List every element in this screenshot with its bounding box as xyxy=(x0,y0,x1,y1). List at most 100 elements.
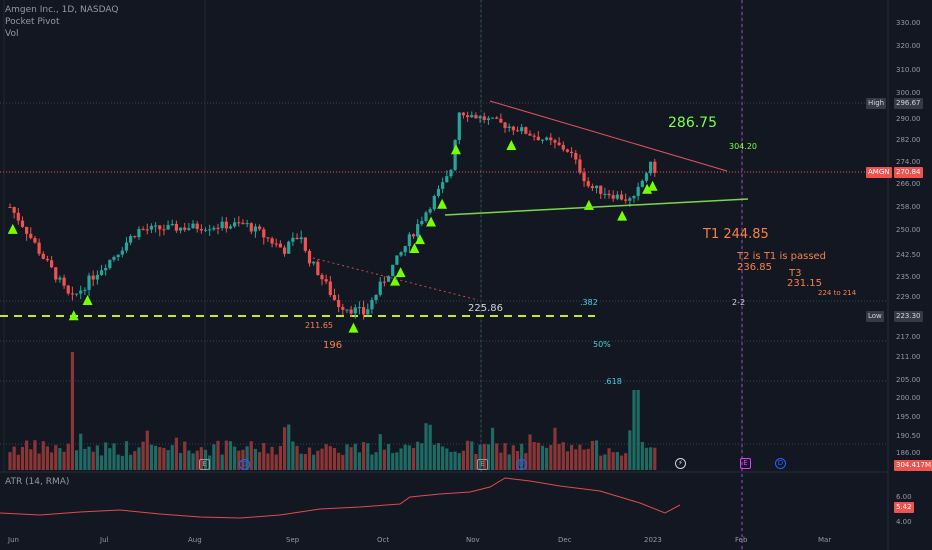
candle-body xyxy=(108,259,112,269)
candle-body xyxy=(353,307,357,314)
volume-bar xyxy=(212,444,216,470)
volume-bar xyxy=(353,443,357,470)
candle-body xyxy=(349,309,353,314)
candle-body xyxy=(12,207,16,213)
candle-body xyxy=(411,234,416,237)
atr-tick-6: 6.00 xyxy=(896,493,912,501)
volume-bar xyxy=(178,453,183,470)
price-candles xyxy=(8,111,657,320)
volume-bar xyxy=(565,451,570,470)
volume-bar xyxy=(599,455,603,470)
candle-body xyxy=(545,137,549,140)
volume-bar xyxy=(557,443,561,470)
volume-bar xyxy=(249,441,253,470)
volume-bar xyxy=(149,444,154,470)
volume-bar xyxy=(228,441,233,470)
candle-body xyxy=(316,261,320,276)
volume-bar xyxy=(466,440,470,470)
volume-bar xyxy=(303,454,307,470)
split-marker[interactable]: ⚡ xyxy=(675,458,686,469)
dividend-marker[interactable]: D xyxy=(775,458,786,469)
earnings-marker[interactable]: E xyxy=(740,458,751,469)
candle-body xyxy=(237,222,241,224)
candle-body xyxy=(245,223,249,225)
volume-bar xyxy=(403,444,407,470)
volume-bar xyxy=(174,437,178,470)
candle-body xyxy=(249,223,253,232)
volume-value-tag: 304.417M xyxy=(894,460,932,471)
candle-body xyxy=(104,268,108,271)
volume-bar xyxy=(258,452,262,470)
candle-body xyxy=(511,126,515,131)
candle-body xyxy=(120,250,124,255)
volume-bar xyxy=(195,450,199,470)
pocket-pivot-signals xyxy=(7,139,658,333)
volume-bar xyxy=(253,448,258,470)
volume-bar xyxy=(482,443,486,470)
time-tick: Nov xyxy=(466,536,480,544)
candle-body xyxy=(162,229,166,231)
candle-body xyxy=(91,275,95,280)
candle-body xyxy=(607,193,611,196)
earnings-marker[interactable]: E xyxy=(199,459,210,470)
candle-body xyxy=(58,277,62,280)
candle-body xyxy=(187,228,191,230)
volume-bar xyxy=(582,449,586,470)
volume-bar xyxy=(386,444,391,470)
candle-body xyxy=(382,281,386,283)
volume-bar xyxy=(112,443,116,470)
candle-body xyxy=(87,275,91,290)
candle-body xyxy=(228,226,233,229)
annotation-t1: T1 244.85 xyxy=(703,227,769,242)
candle-body xyxy=(403,246,407,253)
volume-bar xyxy=(391,453,395,470)
volume-bar xyxy=(653,447,657,470)
volume-bar xyxy=(511,445,515,470)
indicator-label[interactable]: Pocket Pivot xyxy=(5,17,60,27)
candle-body xyxy=(258,226,262,230)
volume-bar xyxy=(282,427,287,470)
volume-bar xyxy=(166,450,170,470)
candle-body xyxy=(507,126,511,128)
earnings-marker[interactable]: E xyxy=(477,459,488,470)
candle-body xyxy=(332,295,337,301)
time-tick: Jul xyxy=(100,536,109,544)
candle-body xyxy=(466,115,470,118)
volume-bar xyxy=(495,443,499,470)
candle-body xyxy=(653,161,657,173)
volume-bar xyxy=(79,433,83,470)
volume-bar xyxy=(470,441,474,470)
price-tick: 330.00 xyxy=(896,19,921,27)
candle-body xyxy=(324,279,328,282)
candle-body xyxy=(532,135,536,137)
volume-bar xyxy=(295,445,299,470)
annotation-t3-line2: 231.15 xyxy=(787,278,822,289)
volume-bar xyxy=(25,440,29,470)
volume-label[interactable]: Vol xyxy=(5,29,19,39)
volume-bar xyxy=(237,450,241,470)
candle-body xyxy=(436,188,441,196)
volume-bar xyxy=(99,455,104,470)
volume-bar xyxy=(145,430,149,470)
time-tick: Jun xyxy=(8,536,19,544)
volume-bar xyxy=(316,450,320,470)
pocket-pivot-triangle xyxy=(426,216,437,227)
volume-bar xyxy=(141,441,145,470)
atr-title[interactable]: ATR (14, RMA) xyxy=(5,477,70,487)
annotation-304: 304.20 xyxy=(729,142,757,151)
volume-bar xyxy=(95,445,99,470)
volume-bar xyxy=(370,454,374,470)
dividend-marker[interactable]: D xyxy=(516,459,527,470)
candle-body xyxy=(282,247,287,254)
annotation-t2-line1: T2 is T1 is passed xyxy=(737,251,827,262)
volume-bar xyxy=(224,440,228,470)
candle-body xyxy=(528,133,532,136)
price-tick: 320.00 xyxy=(896,42,921,50)
candle-body xyxy=(490,117,495,119)
volume-bar xyxy=(574,449,578,470)
candle-body xyxy=(553,140,557,143)
volume-bar xyxy=(328,446,332,470)
volume-bar xyxy=(154,445,158,470)
dividend-marker[interactable]: D xyxy=(239,459,250,470)
